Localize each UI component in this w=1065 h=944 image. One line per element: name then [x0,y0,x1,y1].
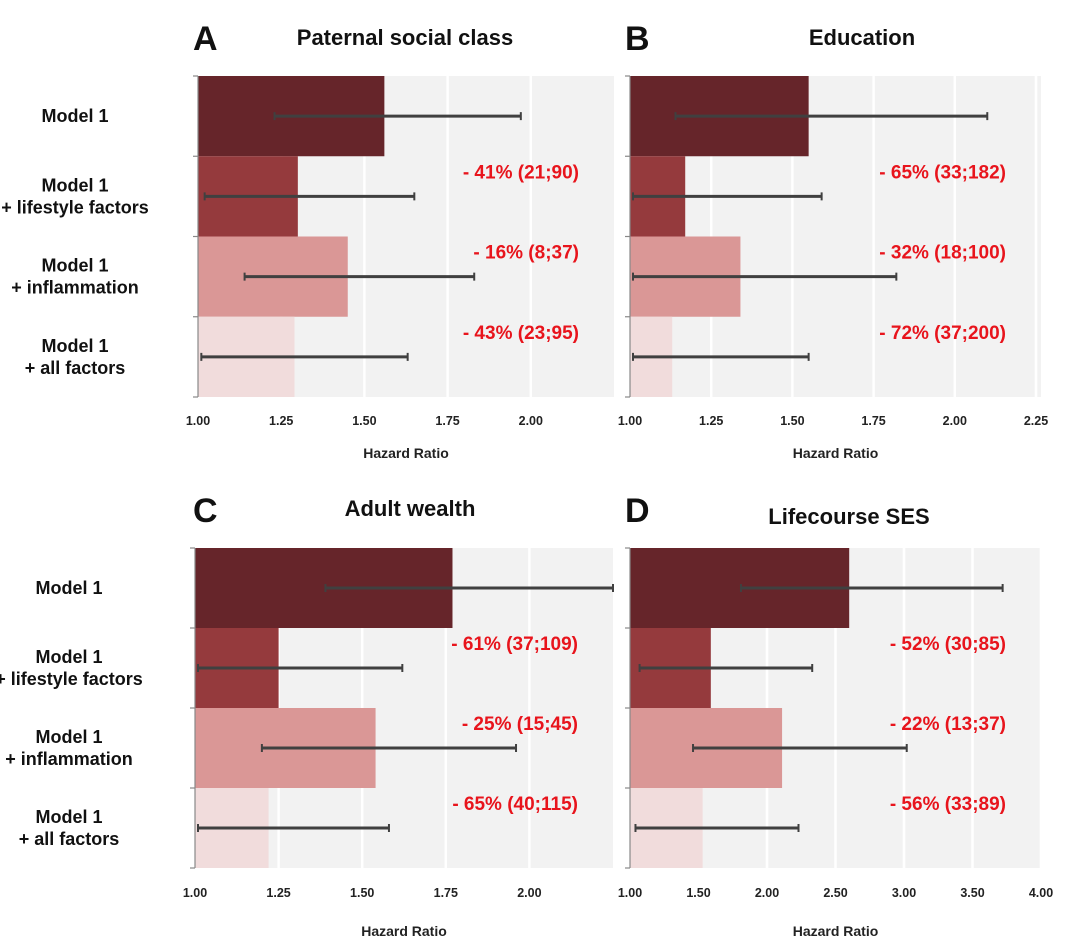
annotation: - 65% (33;182) [879,162,1006,183]
row-label: + inflammation [5,749,133,769]
row-label: Model 1 [35,727,102,747]
x-tick-label: 1.75 [435,414,459,428]
x-axis-label: Hazard Ratio [363,445,449,461]
x-tick-label: 1.50 [352,414,376,428]
annotation: - 65% (40;115) [452,794,578,815]
x-tick-label: 1.75 [861,414,885,428]
x-tick-label: 1.00 [186,414,210,428]
row-label: Model 1 [41,106,108,126]
row-label: + inflammation [11,278,139,298]
annotation: - 56% (33;89) [890,794,1006,815]
x-tick-label: 1.00 [618,414,642,428]
row-label: Model 1 [35,578,102,598]
panel-d: D Lifecourse SES - 52% (30;85) - 22% (13;37… [618,492,1053,939]
annotation: - 41% (21;90) [463,162,579,183]
x-tick-label: 1.50 [350,886,374,900]
x-tick-label: 2.00 [519,414,543,428]
panel-letter: D [625,492,650,530]
x-tick-label: 1.25 [266,886,290,900]
annotation: - 16% (8;37) [473,243,579,264]
x-tick-label: 2.50 [823,886,847,900]
annotation: - 72% (37;200) [879,323,1006,344]
x-tick-label: 4.00 [1029,886,1053,900]
panel-title: Lifecourse SES [768,504,929,529]
x-axis-label: Hazard Ratio [361,923,447,939]
x-tick-label: 1.00 [618,886,642,900]
x-tick-label: 3.50 [960,886,984,900]
annotation: - 25% (15;45) [462,714,578,735]
panel-letter: C [193,492,218,530]
panel-b: B Education - 65% (33;182) - 32% (18;100) - … [618,20,1048,461]
row-label: + lifestyle factors [0,669,143,689]
row-label: Model 1 [41,175,108,195]
row-label: Model 1 [35,647,102,667]
x-tick-label: 2.00 [755,886,779,900]
row-label: Model 1 [35,807,102,827]
x-tick-label: 1.50 [780,414,804,428]
x-tick-label: 1.25 [269,414,293,428]
row-label: Model 1 [41,336,108,356]
panel-title: Paternal social class [297,25,513,50]
row-label: + lifestyle factors [1,197,149,217]
x-tick-label: 1.00 [183,886,207,900]
x-tick-label: 1.75 [434,886,458,900]
x-tick-label: 2.00 [943,414,967,428]
x-tick-label: 1.50 [686,886,710,900]
x-axis-label: Hazard Ratio [793,445,879,461]
x-tick-label: 3.00 [892,886,916,900]
panel-title: Education [809,25,915,50]
x-axis-label: Hazard Ratio [793,923,879,939]
panel-c: C Adult wealth - 61% (37;109) - 25% (15;45)… [0,492,614,939]
row-label: + all factors [19,829,120,849]
x-tick-label: 1.25 [699,414,723,428]
panel-a: A Paternal social class - 41% (21;90) - 16%… [1,20,614,461]
annotation: - 43% (23;95) [463,323,579,344]
x-tick-label: 2.00 [517,886,541,900]
x-tick-label: 2.25 [1024,414,1048,428]
annotation: - 32% (18;100) [879,243,1006,264]
annotation: - 52% (30;85) [890,634,1006,655]
annotation: - 61% (37;109) [451,634,578,655]
annotation: - 22% (13;37) [890,714,1006,735]
panel-letter: B [625,20,650,58]
panel-title: Adult wealth [345,496,476,521]
row-label: Model 1 [41,256,108,276]
row-label: + all factors [25,358,126,378]
panel-letter: A [193,20,218,58]
